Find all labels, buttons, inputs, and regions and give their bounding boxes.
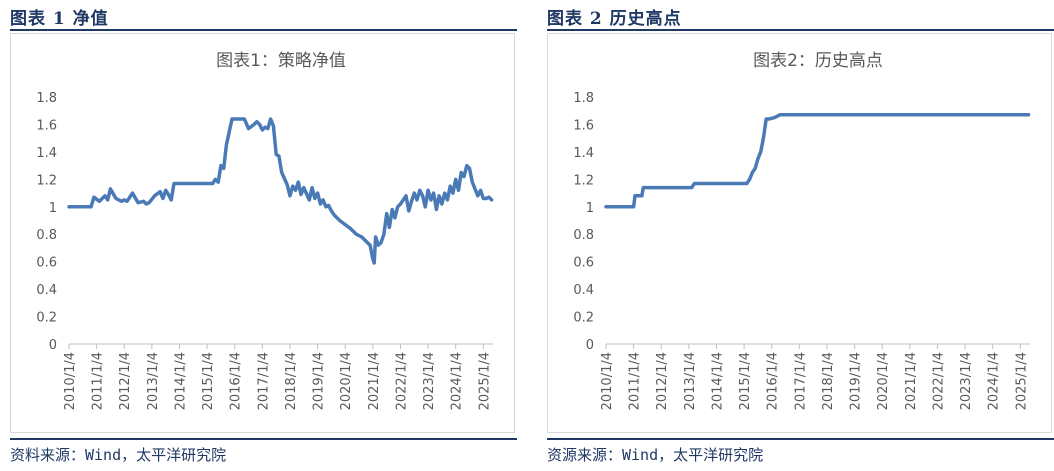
chart-area: 图表1：策略净值 0 0.2 0.4 0.6 0.8 1 1.2 1.4 1.6 1.8 2010/1… — [10, 33, 515, 433]
x-tick-label: 2018/1/4 — [284, 352, 299, 410]
panel-historic-high: 图表 2 历史高点 图表2：历史高点 0 0.2 0.4 0.6 0.8 1 1.2 1.4 1.… — [537, 0, 1054, 471]
x-tick-label: 2017/1/4 — [793, 352, 808, 410]
x-tick-label: 2020/1/4 — [339, 352, 354, 410]
heading-rule — [10, 29, 517, 31]
source-note: 资料来源：Wind，太平洋研究院 — [10, 446, 227, 464]
panel-net-value: 图表 1 净值 图表1：策略净值 0 0.2 0.4 0.6 0.8 1 1.2 1.4 1.6 1… — [0, 0, 517, 471]
y-tick-label: 1.6 — [573, 118, 594, 133]
y-tick-label: 1.6 — [36, 118, 57, 133]
x-tick-label: 2024/1/4 — [450, 352, 465, 410]
x-tick-label: 2012/1/4 — [118, 352, 133, 410]
x-tick-label: 2021/1/4 — [367, 352, 382, 410]
y-tick-label: 1.8 — [36, 91, 57, 106]
x-tick-label: 2010/1/4 — [63, 352, 78, 410]
y-tick-label: 1.8 — [573, 91, 594, 106]
source-note: 资源来源：Wind，太平洋研究院 — [547, 446, 764, 464]
x-tick-label: 2019/1/4 — [849, 352, 864, 410]
series-line — [604, 113, 1031, 209]
x-tick-label: 2018/1/4 — [821, 352, 836, 410]
x-tick-label: 2016/1/4 — [766, 352, 781, 410]
heading-rule — [547, 29, 1054, 31]
series-line — [67, 117, 494, 265]
chart-title: 图表1：策略净值 — [216, 51, 346, 71]
x-tick-label: 2015/1/4 — [201, 352, 216, 410]
y-tick-label: 0.4 — [573, 283, 594, 298]
x-tick-label: 2023/1/4 — [959, 352, 974, 410]
figure-heading: 图表 2 历史高点 — [547, 9, 682, 29]
x-tick-label: 2025/1/4 — [1014, 352, 1029, 410]
x-tick-label: 2010/1/4 — [600, 352, 615, 410]
y-tick-label: 0 — [49, 338, 57, 353]
y-tick-label: 0.2 — [36, 311, 57, 326]
x-tick-label: 2022/1/4 — [931, 352, 946, 410]
y-tick-label: 0 — [586, 338, 594, 353]
x-tick-label: 2023/1/4 — [422, 352, 437, 410]
y-tick-label: 1.4 — [36, 146, 57, 161]
x-tick-label: 2014/1/4 — [173, 352, 188, 410]
y-tick-label: 1.2 — [573, 173, 594, 188]
y-tick-label: 1.2 — [36, 173, 57, 188]
x-tick-label: 2015/1/4 — [738, 352, 753, 410]
x-tick-label: 2025/1/4 — [477, 352, 492, 410]
x-tick-label: 2017/1/4 — [256, 352, 271, 410]
x-tick-label: 2024/1/4 — [987, 352, 1002, 410]
figure-heading: 图表 1 净值 — [10, 9, 109, 29]
x-tick-label: 2012/1/4 — [655, 352, 670, 410]
y-tick-label: 0.6 — [573, 256, 594, 271]
footer-rule — [547, 438, 1054, 440]
x-tick-label: 2014/1/4 — [710, 352, 725, 410]
y-tick-label: 1 — [49, 201, 57, 216]
chart-area: 图表2：历史高点 0 0.2 0.4 0.6 0.8 1 1.2 1.4 1.6 1.8 2010/1… — [547, 33, 1052, 433]
x-tick-label: 2011/1/4 — [91, 352, 106, 410]
x-tick-label: 2013/1/4 — [683, 352, 698, 410]
y-tick-label: 0.8 — [36, 228, 57, 243]
x-tick-label: 2021/1/4 — [904, 352, 919, 410]
y-tick-label: 1 — [586, 201, 594, 216]
net-value-chart: 图表1：策略净值 0 0.2 0.4 0.6 0.8 1 1.2 1.4 1.6 1.8 2010/1… — [36, 51, 494, 410]
chart-title: 图表2：历史高点 — [753, 51, 883, 71]
y-tick-label: 0.4 — [36, 283, 57, 298]
y-tick-label: 0.2 — [573, 311, 594, 326]
y-tick-label: 1.4 — [573, 146, 594, 161]
x-tick-label: 2013/1/4 — [146, 352, 161, 410]
x-tick-label: 2019/1/4 — [312, 352, 327, 410]
x-tick-label: 2020/1/4 — [876, 352, 891, 410]
x-tick-label: 2016/1/4 — [229, 352, 244, 410]
x-tick-label: 2011/1/4 — [628, 352, 643, 410]
y-tick-label: 0.6 — [36, 256, 57, 271]
footer-rule — [10, 438, 517, 440]
x-tick-label: 2022/1/4 — [394, 352, 409, 410]
y-tick-label: 0.8 — [573, 228, 594, 243]
historic-high-chart: 图表2：历史高点 0 0.2 0.4 0.6 0.8 1 1.2 1.4 1.6 1.8 2010/1… — [573, 51, 1031, 410]
